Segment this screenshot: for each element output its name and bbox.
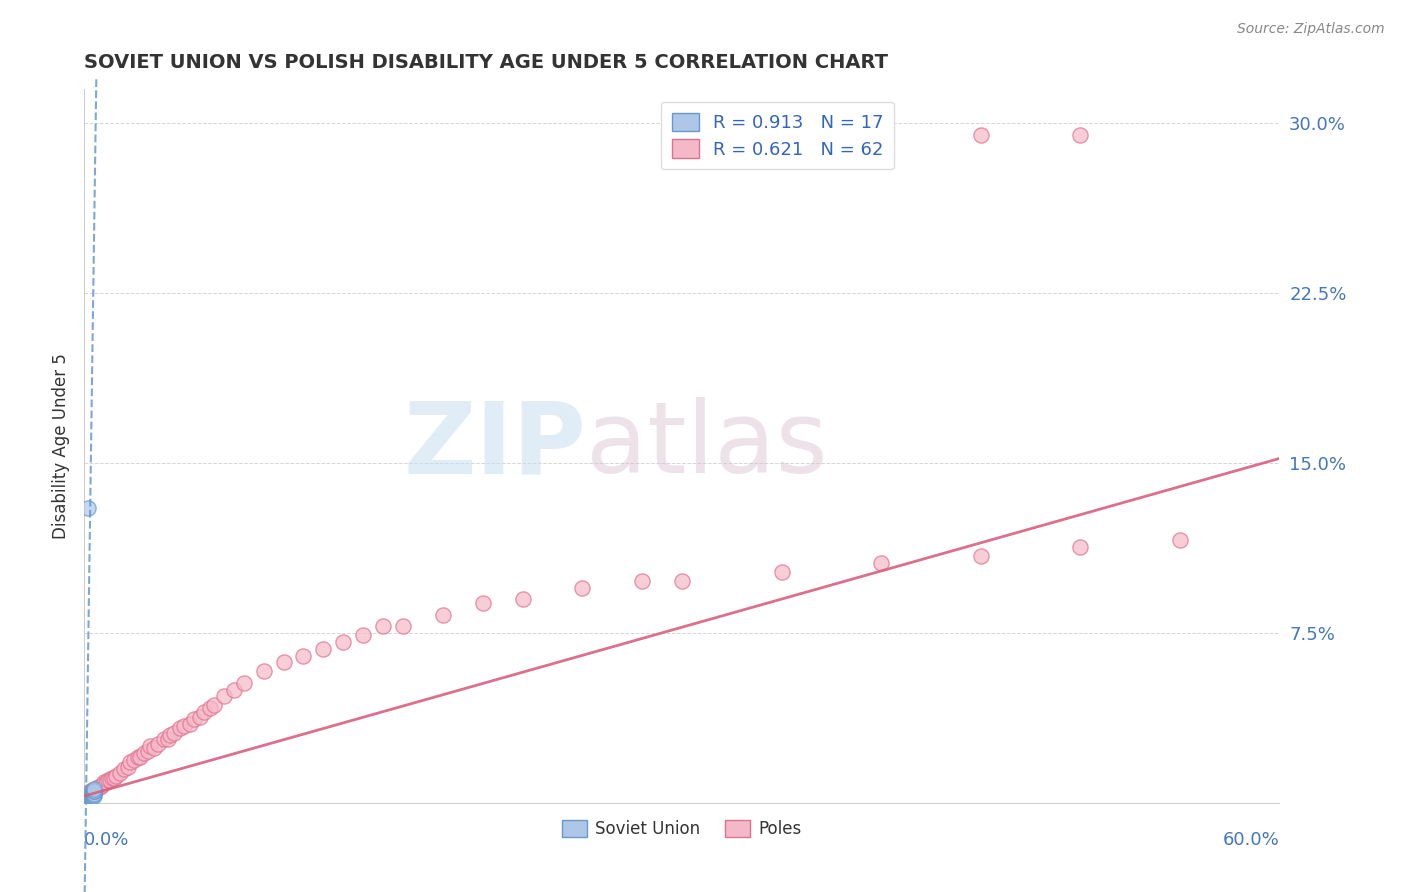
Point bbox=[157, 732, 180, 747]
Point bbox=[77, 501, 100, 516]
Text: SOVIET UNION VS POLISH DISABILITY AGE UNDER 5 CORRELATION CHART: SOVIET UNION VS POLISH DISABILITY AGE UN… bbox=[84, 54, 889, 72]
Point bbox=[139, 739, 162, 754]
Point bbox=[212, 690, 235, 704]
Point bbox=[173, 719, 195, 733]
Point bbox=[82, 787, 104, 801]
Point bbox=[96, 775, 118, 789]
Point bbox=[232, 675, 254, 690]
Legend: Soviet Union, Poles: Soviet Union, Poles bbox=[555, 813, 808, 845]
Text: 60.0%: 60.0% bbox=[1223, 831, 1279, 849]
Point bbox=[129, 750, 152, 764]
Point bbox=[83, 787, 105, 801]
Point bbox=[82, 787, 104, 801]
Point bbox=[153, 732, 176, 747]
Point bbox=[83, 784, 105, 798]
Point bbox=[143, 741, 166, 756]
Point bbox=[86, 782, 108, 797]
Point bbox=[179, 716, 201, 731]
Point bbox=[193, 705, 215, 719]
Point bbox=[970, 128, 993, 142]
Point bbox=[79, 789, 101, 803]
Point bbox=[110, 766, 132, 780]
Text: atlas: atlas bbox=[586, 398, 828, 494]
Point bbox=[77, 791, 100, 805]
Point bbox=[103, 771, 125, 785]
Point bbox=[83, 787, 105, 801]
Point bbox=[202, 698, 225, 713]
Point bbox=[970, 549, 993, 563]
Point bbox=[1069, 540, 1091, 554]
Point bbox=[870, 556, 893, 570]
Point bbox=[471, 597, 494, 611]
Point bbox=[312, 641, 335, 656]
Point bbox=[770, 565, 793, 579]
Point bbox=[127, 750, 149, 764]
Point bbox=[82, 784, 104, 798]
Point bbox=[146, 737, 169, 751]
Point bbox=[188, 709, 211, 723]
Point bbox=[79, 787, 101, 801]
Point bbox=[122, 753, 145, 767]
Point bbox=[253, 665, 276, 679]
Point bbox=[222, 682, 245, 697]
Point bbox=[273, 656, 295, 670]
Point bbox=[352, 628, 374, 642]
Point bbox=[432, 607, 454, 622]
Point bbox=[198, 700, 221, 714]
Point bbox=[1168, 533, 1191, 547]
Point bbox=[82, 789, 104, 803]
Point bbox=[83, 784, 105, 798]
Point bbox=[97, 773, 120, 788]
Point bbox=[392, 619, 415, 633]
Point bbox=[136, 744, 159, 758]
Point bbox=[83, 782, 105, 797]
Point bbox=[83, 784, 105, 798]
Point bbox=[1069, 128, 1091, 142]
Point bbox=[512, 591, 534, 606]
Point bbox=[101, 771, 124, 785]
Point bbox=[105, 769, 128, 783]
Point bbox=[117, 759, 139, 773]
Point bbox=[183, 712, 205, 726]
Point bbox=[93, 775, 115, 789]
Point bbox=[159, 728, 181, 742]
Point bbox=[89, 780, 111, 794]
Point bbox=[292, 648, 315, 663]
Text: 0.0%: 0.0% bbox=[84, 831, 129, 849]
Point bbox=[163, 725, 186, 739]
Point bbox=[671, 574, 693, 588]
Point bbox=[132, 746, 156, 760]
Point bbox=[79, 791, 101, 805]
Point bbox=[87, 780, 110, 794]
Text: ZIP: ZIP bbox=[404, 398, 586, 494]
Point bbox=[82, 784, 104, 798]
Point bbox=[169, 721, 191, 735]
Point bbox=[112, 762, 135, 776]
Point bbox=[120, 755, 142, 769]
Point bbox=[91, 778, 114, 792]
Point bbox=[79, 789, 101, 803]
Y-axis label: Disability Age Under 5: Disability Age Under 5 bbox=[52, 353, 70, 539]
Text: Source: ZipAtlas.com: Source: ZipAtlas.com bbox=[1237, 22, 1385, 37]
Point bbox=[332, 635, 354, 649]
Point bbox=[571, 581, 593, 595]
Point bbox=[83, 789, 105, 803]
Point bbox=[83, 782, 105, 797]
Point bbox=[631, 574, 654, 588]
Point bbox=[79, 784, 101, 798]
Point bbox=[98, 773, 121, 788]
Point bbox=[373, 619, 395, 633]
